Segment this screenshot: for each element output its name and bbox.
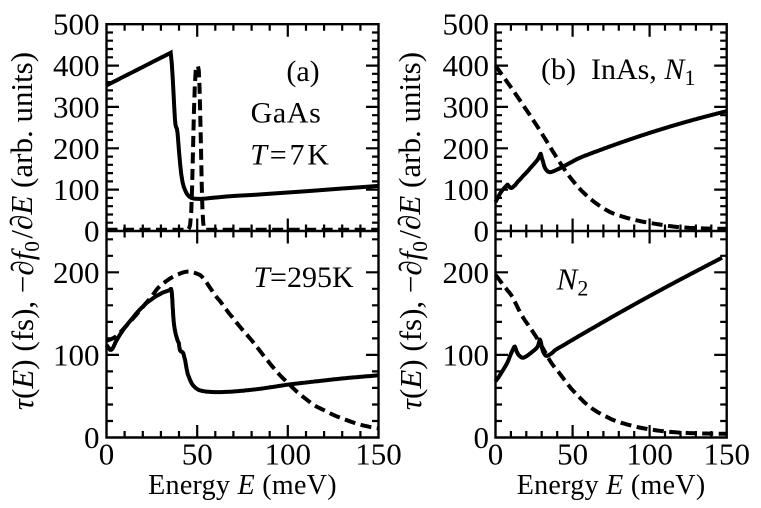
- svg-text:500: 500: [53, 7, 100, 42]
- svg-text:50: 50: [557, 437, 588, 472]
- svg-text:T=7K: T=7K: [250, 139, 331, 172]
- svg-text:T=295K: T=295K: [253, 261, 354, 294]
- svg-text:N2: N2: [556, 262, 589, 301]
- svg-text:Energy E (meV): Energy E (meV): [148, 470, 337, 501]
- svg-text:150: 150: [355, 437, 402, 472]
- svg-text:100: 100: [53, 172, 100, 207]
- svg-text:150: 150: [703, 437, 750, 472]
- svg-text:200: 200: [443, 255, 490, 290]
- svg-text:50: 50: [182, 437, 213, 472]
- svg-text:200: 200: [443, 131, 490, 166]
- svg-text:0: 0: [84, 420, 100, 455]
- svg-text:100: 100: [265, 437, 312, 472]
- svg-text:Energy E (meV): Energy E (meV): [517, 470, 706, 501]
- svg-text:200: 200: [53, 131, 100, 166]
- svg-text:GaAs: GaAs: [251, 97, 322, 130]
- svg-text:(b) InAs, N1: (b) InAs, N1: [541, 53, 695, 90]
- svg-text:100: 100: [626, 437, 673, 472]
- svg-text:0: 0: [474, 420, 490, 455]
- svg-text:400: 400: [443, 48, 490, 83]
- svg-text:(a): (a): [286, 55, 319, 88]
- svg-text:300: 300: [53, 89, 100, 124]
- svg-text:100: 100: [443, 337, 490, 372]
- svg-text:200: 200: [53, 255, 100, 290]
- svg-text:τ(E) (fs), −∂f0 /∂E (arb. unit: τ(E) (fs), −∂f0 /∂E (arb. units): [4, 52, 44, 410]
- svg-text:τ(E) (fs), −∂f0 /∂E (arb. unit: τ(E) (fs), −∂f0 /∂E (arb. units): [392, 52, 432, 410]
- svg-text:100: 100: [53, 337, 100, 372]
- svg-text:0: 0: [99, 437, 115, 472]
- svg-text:0: 0: [488, 437, 504, 472]
- svg-text:400: 400: [53, 48, 100, 83]
- svg-text:0: 0: [84, 214, 100, 249]
- svg-text:100: 100: [443, 172, 490, 207]
- svg-text:300: 300: [443, 89, 490, 124]
- svg-text:0: 0: [474, 214, 490, 249]
- svg-text:500: 500: [443, 7, 490, 42]
